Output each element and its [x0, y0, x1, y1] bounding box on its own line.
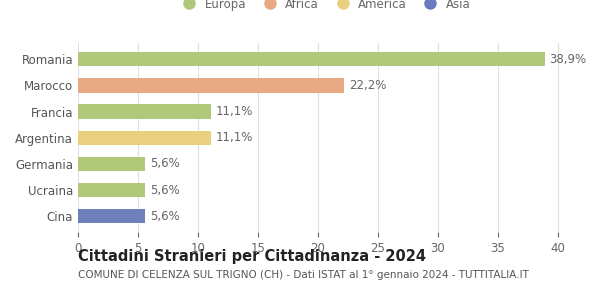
- Bar: [78, 130, 211, 145]
- Bar: [78, 183, 145, 197]
- Text: 11,1%: 11,1%: [216, 131, 253, 144]
- Text: 38,9%: 38,9%: [550, 53, 587, 66]
- Legend: Europa, Africa, America, Asia: Europa, Africa, America, Asia: [173, 0, 475, 15]
- Text: COMUNE DI CELENZA SUL TRIGNO (CH) - Dati ISTAT al 1° gennaio 2024 - TUTTITALIA.I: COMUNE DI CELENZA SUL TRIGNO (CH) - Dati…: [78, 270, 529, 280]
- Bar: [78, 52, 545, 66]
- Text: 5,6%: 5,6%: [150, 184, 180, 197]
- Text: Cittadini Stranieri per Cittadinanza - 2024: Cittadini Stranieri per Cittadinanza - 2…: [78, 249, 426, 264]
- Bar: [78, 104, 211, 119]
- Text: 5,6%: 5,6%: [150, 157, 180, 171]
- Bar: [78, 157, 145, 171]
- Bar: [78, 209, 145, 223]
- Text: 5,6%: 5,6%: [150, 210, 180, 223]
- Text: 22,2%: 22,2%: [349, 79, 386, 92]
- Bar: [78, 78, 344, 93]
- Text: 11,1%: 11,1%: [216, 105, 253, 118]
